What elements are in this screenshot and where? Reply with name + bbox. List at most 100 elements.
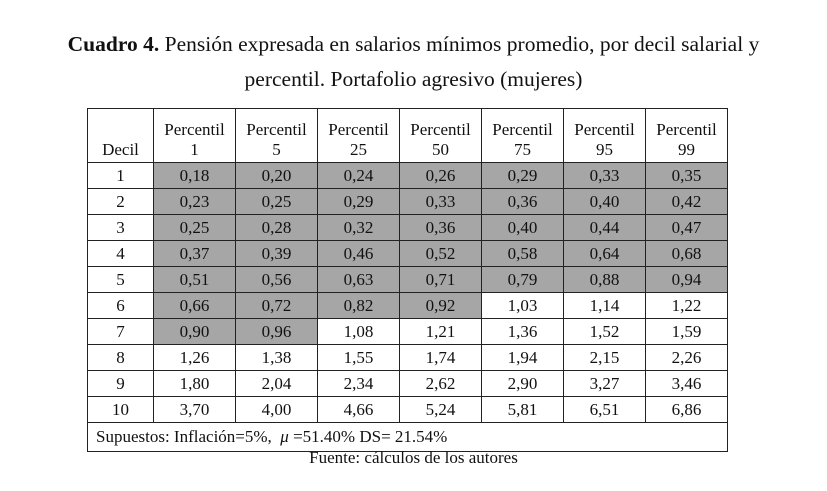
table-row: 6 0,66 0,72 0,82 0,92 1,03 1,14 1,22 bbox=[87, 292, 728, 319]
value-cell: 0,33 bbox=[399, 188, 482, 215]
value-cell: 0,52 bbox=[399, 240, 482, 267]
value-cell: 0,82 bbox=[317, 292, 400, 319]
value-cell: 0,51 bbox=[153, 266, 236, 293]
source-note: Fuente: cálculos de los autores bbox=[309, 448, 518, 467]
value-cell: 0,20 bbox=[235, 162, 318, 189]
caption-label: Cuadro 4. bbox=[67, 32, 160, 56]
value-cell: 0,79 bbox=[481, 266, 564, 293]
value-cell: 0,58 bbox=[481, 240, 564, 267]
table-caption-line-1: Cuadro 4. Pensión expresada en salarios … bbox=[0, 32, 827, 57]
header-text: 75 bbox=[514, 140, 531, 159]
table-row: 3 0,25 0,28 0,32 0,36 0,40 0,44 0,47 bbox=[87, 214, 728, 241]
value-cell: 0,40 bbox=[563, 188, 646, 215]
decil-cell: 4 bbox=[87, 240, 154, 267]
value-cell: 0,72 bbox=[235, 292, 318, 319]
value-cell: 3,70 bbox=[153, 396, 236, 423]
value-cell: 0,71 bbox=[399, 266, 482, 293]
percentile-header: Percentil 25 bbox=[317, 108, 400, 163]
table-row: 5 0,51 0,56 0,63 0,71 0,79 0,88 0,94 bbox=[87, 266, 728, 293]
table-row: 2 0,23 0,25 0,29 0,33 0,36 0,40 0,42 bbox=[87, 188, 728, 215]
value-cell: 2,26 bbox=[645, 344, 728, 371]
value-cell: 0,42 bbox=[645, 188, 728, 215]
value-cell: 0,56 bbox=[235, 266, 318, 293]
value-cell: 5,24 bbox=[399, 396, 482, 423]
value-cell: 1,36 bbox=[481, 318, 564, 345]
value-cell: 0,25 bbox=[153, 214, 236, 241]
table-row: 8 1,26 1,38 1,55 1,74 1,94 2,15 2,26 bbox=[87, 344, 728, 371]
value-cell: 0,25 bbox=[235, 188, 318, 215]
value-cell: 0,68 bbox=[645, 240, 728, 267]
value-cell: 6,51 bbox=[563, 396, 646, 423]
value-cell: 1,26 bbox=[153, 344, 236, 371]
value-cell: 0,23 bbox=[153, 188, 236, 215]
table-row: 1 0,18 0,20 0,24 0,26 0,29 0,33 0,35 bbox=[87, 162, 728, 189]
caption-text: Pensión expresada en salarios mínimos pr… bbox=[159, 32, 760, 56]
decil-cell: 8 bbox=[87, 344, 154, 371]
value-cell: 5,81 bbox=[481, 396, 564, 423]
decil-cell: 9 bbox=[87, 370, 154, 397]
value-cell: 0,39 bbox=[235, 240, 318, 267]
header-text: 5 bbox=[272, 140, 281, 159]
assumptions-note: Supuestos: Inflación=5%, μ =51.40% DS= 2… bbox=[87, 422, 728, 452]
table-caption-line-2: percentil. Portafolio agresivo (mujeres) bbox=[244, 67, 583, 91]
value-cell: 0,29 bbox=[317, 188, 400, 215]
value-cell: 0,46 bbox=[317, 240, 400, 267]
assumptions-text: Supuestos: Inflación=5%, bbox=[96, 427, 281, 446]
value-cell: 0,94 bbox=[645, 266, 728, 293]
mu-symbol: μ bbox=[280, 427, 289, 446]
percentile-header: Percentil 50 bbox=[399, 108, 482, 163]
value-cell: 0,88 bbox=[563, 266, 646, 293]
value-cell: 2,04 bbox=[235, 370, 318, 397]
value-cell: 1,22 bbox=[645, 292, 728, 319]
value-cell: 0,33 bbox=[563, 162, 646, 189]
value-cell: 1,21 bbox=[399, 318, 482, 345]
value-cell: 0,35 bbox=[645, 162, 728, 189]
percentile-header: Percentil 95 bbox=[563, 108, 646, 163]
value-cell: 0,32 bbox=[317, 214, 400, 241]
header-text: 99 bbox=[678, 140, 695, 159]
value-cell: 0,28 bbox=[235, 214, 318, 241]
value-cell: 0,92 bbox=[399, 292, 482, 319]
value-cell: 2,34 bbox=[317, 370, 400, 397]
decil-cell: 2 bbox=[87, 188, 154, 215]
assumptions-values: =51.40% DS= 21.54% bbox=[288, 427, 448, 446]
value-cell: 0,63 bbox=[317, 266, 400, 293]
header-text: 95 bbox=[596, 140, 613, 159]
value-cell: 0,24 bbox=[317, 162, 400, 189]
value-cell: 1,38 bbox=[235, 344, 318, 371]
value-cell: 0,40 bbox=[481, 214, 564, 241]
value-cell: 1,94 bbox=[481, 344, 564, 371]
value-cell: 4,66 bbox=[317, 396, 400, 423]
value-cell: 0,47 bbox=[645, 214, 728, 241]
table-row: 9 1,80 2,04 2,34 2,62 2,90 3,27 3,46 bbox=[87, 370, 728, 397]
header-text: 25 bbox=[350, 140, 367, 159]
value-cell: 0,44 bbox=[563, 214, 646, 241]
header-text: 1 bbox=[190, 140, 199, 159]
value-cell: 4,00 bbox=[235, 396, 318, 423]
value-cell: 6,86 bbox=[645, 396, 728, 423]
percentile-header: Percentil 75 bbox=[481, 108, 564, 163]
header-text: Percentil bbox=[328, 120, 389, 139]
table-row: 4 0,37 0,39 0,46 0,52 0,58 0,64 0,68 bbox=[87, 240, 728, 267]
percentile-header: Percentil 5 bbox=[235, 108, 318, 163]
value-cell: 0,36 bbox=[399, 214, 482, 241]
decil-cell: 6 bbox=[87, 292, 154, 319]
value-cell: 1,08 bbox=[317, 318, 400, 345]
value-cell: 2,62 bbox=[399, 370, 482, 397]
value-cell: 0,90 bbox=[153, 318, 236, 345]
value-cell: 1,74 bbox=[399, 344, 482, 371]
decil-cell: 1 bbox=[87, 162, 154, 189]
header-text: Percentil bbox=[246, 120, 307, 139]
header-text: Percentil bbox=[656, 120, 717, 139]
value-cell: 1,14 bbox=[563, 292, 646, 319]
value-cell: 0,26 bbox=[399, 162, 482, 189]
table-row: 7 0,90 0,96 1,08 1,21 1,36 1,52 1,59 bbox=[87, 318, 728, 345]
header-text: Percentil bbox=[492, 120, 553, 139]
value-cell: 3,46 bbox=[645, 370, 728, 397]
value-cell: 0,66 bbox=[153, 292, 236, 319]
pension-table: Decil Percentil 1 Percentil 5 Percentil 25 Perc… bbox=[87, 108, 728, 452]
value-cell: 0,96 bbox=[235, 318, 318, 345]
assumptions-row: Supuestos: Inflación=5%, μ =51.40% DS= 2… bbox=[87, 422, 728, 452]
value-cell: 0,36 bbox=[481, 188, 564, 215]
percentile-header: Percentil 99 bbox=[645, 108, 728, 163]
